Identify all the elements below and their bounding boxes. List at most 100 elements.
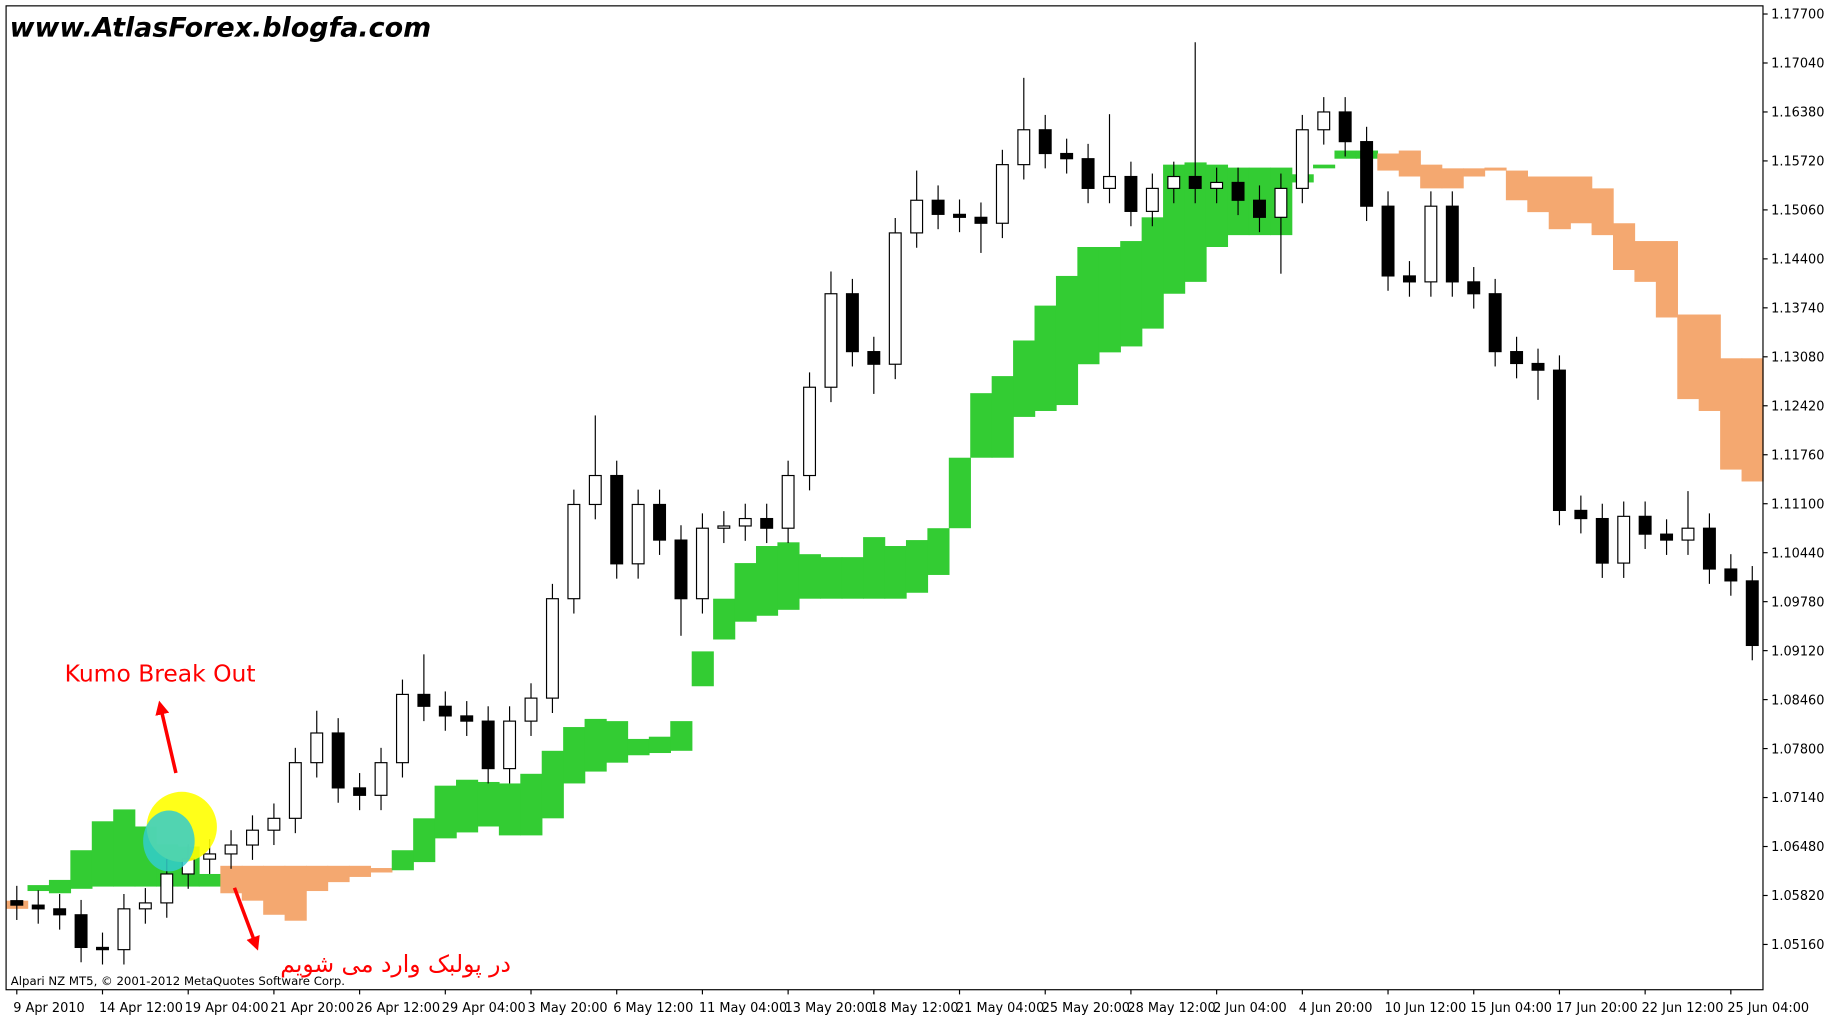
x-tick-label: 6 May 12:00 [613,1001,693,1016]
y-tick-label: 1.09780 [1771,595,1824,610]
footer: Alpari NZ MT5, © 2001-2012 MetaQuotes So… [11,974,345,988]
cloud-segment [863,537,886,599]
cloud-segment [691,651,714,687]
y-tick-label: 1.15060 [1771,204,1824,219]
candle-body [1060,152,1074,160]
x-tick-label: 11 May 04:00 [699,1001,787,1016]
highlight-overlap [143,810,195,872]
cloud-segment [1034,305,1057,411]
x-tick-label: 3 May 20:00 [527,1001,607,1016]
cloud-segment [220,865,243,894]
cloud-segment [91,821,114,887]
cloud-segment [1420,164,1443,189]
candle-body [1338,111,1352,143]
candle-body [117,908,131,951]
candle-body [545,598,559,699]
candle-body [1402,275,1416,283]
candle-body [1017,129,1031,166]
candle-body [503,720,517,770]
cloud-segment [1120,241,1143,347]
candle-body [1081,158,1095,189]
x-tick-label: 21 May 04:00 [956,1001,1044,1016]
candles [10,42,1759,965]
cloud-segment [284,865,307,921]
candle-body [331,732,345,789]
candle-body [1595,517,1609,564]
candle-body [246,829,259,846]
plot-frame [5,5,1764,991]
candle-body [803,386,817,477]
candle-body [824,293,838,388]
candle-body [288,762,302,819]
candle-body [695,527,709,600]
candle-body [1638,515,1652,535]
y-tick-label: 1.07140 [1771,791,1824,806]
x-tick-label: 22 Jun 12:00 [1642,1001,1724,1016]
y-tick-label: 1.05820 [1771,889,1824,904]
candle-body [610,474,624,565]
x-tick-label: 17 Jun 20:00 [1556,1001,1638,1016]
y-tick-label: 1.08460 [1771,693,1824,708]
candle-body [267,817,281,831]
candle-body [717,525,731,529]
candle-body [138,902,152,910]
cloud-segment [1484,167,1507,171]
candle-body [438,705,452,717]
candle-body [931,199,945,215]
x-tick-label: 15 Jun 04:00 [1470,1001,1552,1016]
candle-body [395,693,409,764]
cloud-segment [113,809,136,887]
x-tick-label: 14 Apr 12:00 [99,1001,183,1016]
cloud-segment [1570,176,1593,224]
candle-body [524,697,538,722]
candle-body [631,503,645,565]
y-tick-label: 1.16380 [1771,106,1824,121]
candle-body [1660,533,1674,541]
candle-body [374,762,388,796]
x-tick-label: 26 Apr 12:00 [356,1001,440,1016]
candle-body [974,216,988,224]
candle-body [1381,205,1395,277]
candle-body [1467,281,1481,295]
cloud-segment [1377,153,1400,171]
candle-body [460,715,474,722]
candle-body [1617,515,1631,564]
candle-body [1188,175,1202,189]
candle-body [353,787,367,796]
cloud-segment [198,873,222,887]
candle-body [1253,199,1266,218]
cloud-segment [456,779,479,833]
cloud-segment [905,540,929,593]
cloud-segment [1698,314,1721,411]
candle-body [845,293,859,353]
annotation: Kumo Break Out [65,660,256,688]
cloud-segment [391,850,414,871]
y-tick-label: 1.06480 [1771,840,1824,855]
candle-body [1424,205,1438,283]
candle-body [1360,141,1374,207]
candle-body [224,844,238,855]
x-tick-label: 19 Apr 04:00 [185,1001,269,1016]
cloud-segment [884,546,907,599]
cloud-segment [520,773,543,836]
cloud-segment [563,727,586,784]
candle-body [1210,181,1224,189]
candle-body [567,503,581,600]
y-tick-label: 1.07800 [1771,742,1824,757]
candle-body [888,232,902,365]
cloud-segment [1098,246,1121,353]
candle-body [1231,181,1245,201]
cloud-segment [1163,164,1186,294]
cloud-segment [1463,168,1486,177]
cloud-segment [306,865,329,892]
candle-body [481,720,495,770]
candle-body [1724,568,1738,582]
cloud-segment [1613,223,1636,271]
x-tick-label: 4 Jun 20:00 [1299,1001,1373,1016]
cloud-segment [777,542,800,610]
cloud-segment [434,785,457,839]
candle-body [1274,187,1288,218]
cloud-segment [734,563,757,622]
y-tick-label: 1.13740 [1771,302,1824,317]
